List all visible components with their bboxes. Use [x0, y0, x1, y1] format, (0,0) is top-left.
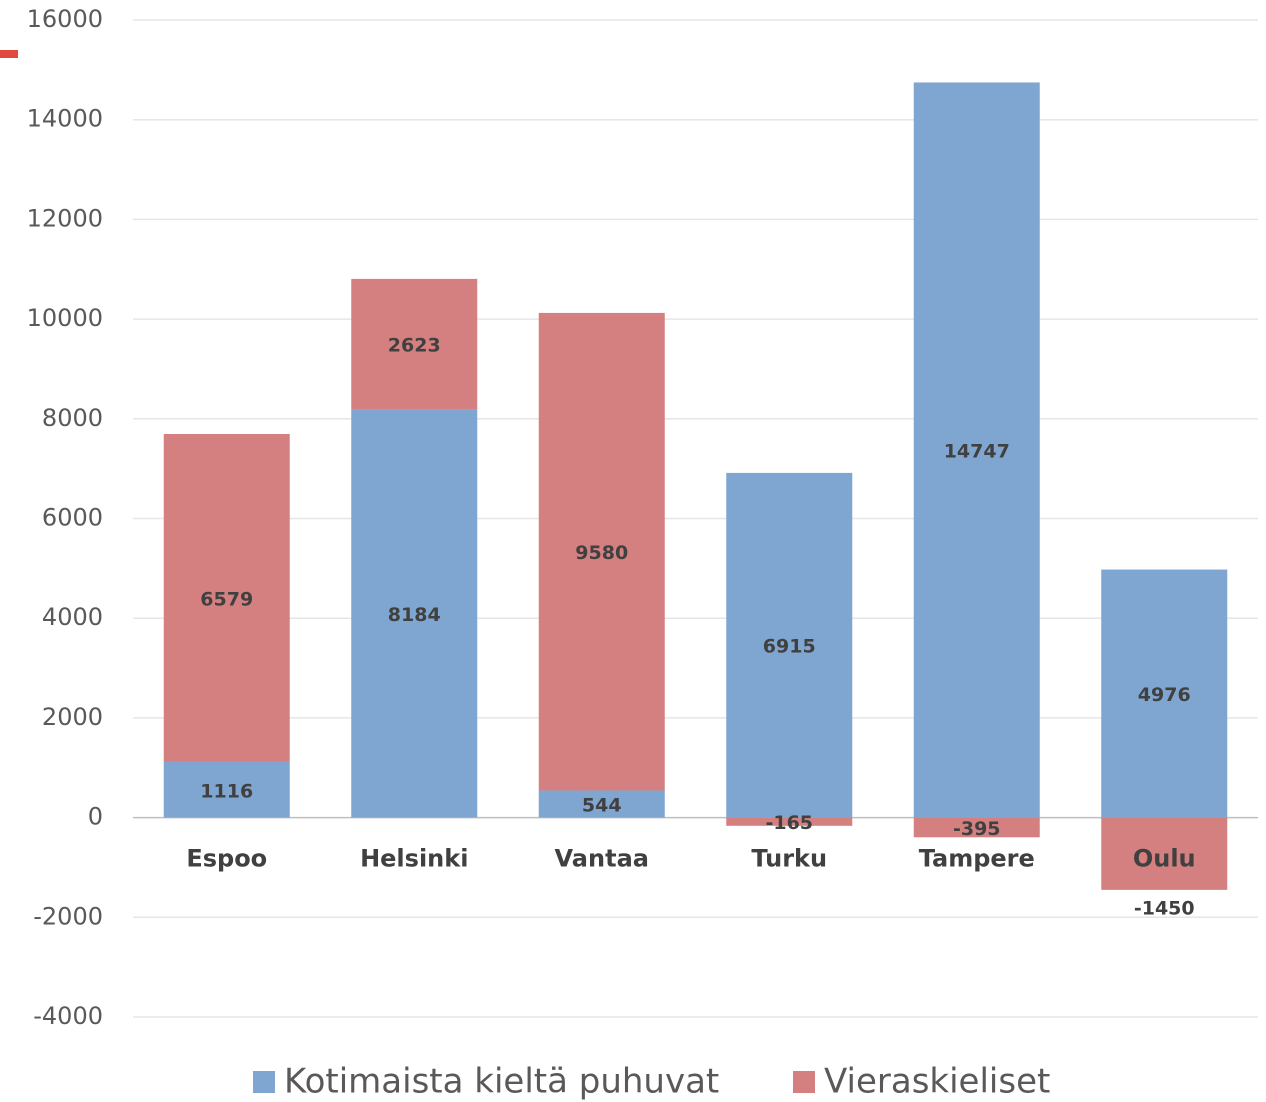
decoration: [0, 50, 18, 58]
data-label: 6915: [763, 636, 816, 658]
data-label: -1450: [1134, 897, 1195, 919]
data-label: 6579: [200, 588, 253, 610]
data-label: 4976: [1138, 684, 1191, 706]
bar-segment: [538, 312, 665, 791]
data-label: 544: [582, 795, 622, 817]
data-label: -395: [953, 818, 1001, 840]
bar-segment: [163, 761, 290, 818]
bar-segment: [913, 817, 1040, 838]
y-tick-label: 14000: [27, 105, 103, 133]
bar-segment: [351, 278, 478, 410]
x-tick-label: Helsinki: [360, 845, 468, 873]
y-tick-label: -4000: [33, 1002, 103, 1030]
legend-swatch: [253, 1071, 275, 1093]
x-tick-label: Espoo: [186, 845, 267, 873]
bar-segment: [351, 409, 478, 818]
bar-segment: [726, 472, 853, 818]
x-tick-label: Oulu: [1133, 845, 1196, 873]
x-tick-label: Tampere: [919, 845, 1035, 873]
y-tick-label: 0: [88, 803, 103, 831]
bar-segment: [913, 82, 1040, 818]
data-label: 14747: [944, 441, 1010, 463]
bar-segment: [163, 434, 290, 762]
y-tick-label: 6000: [42, 504, 103, 532]
x-tick-label: Turku: [751, 845, 827, 873]
legend-label: Vieraskieliset: [824, 1062, 1050, 1102]
data-label: 1116: [200, 780, 253, 802]
data-label: 8184: [388, 604, 441, 626]
bar-segment: [1101, 569, 1228, 818]
y-tick-label: 2000: [42, 703, 103, 731]
y-tick-label: 12000: [27, 204, 103, 232]
data-label: 2623: [388, 335, 441, 357]
bar-segment: [726, 817, 853, 826]
bar-segment: [1101, 817, 1228, 890]
y-tick-label: 16000: [27, 5, 103, 33]
legend-label: Kotimaista kieltä puhuvat: [284, 1062, 719, 1102]
legend-swatch: [793, 1071, 815, 1093]
x-tick-label: Vantaa: [555, 845, 649, 873]
y-tick-label: 10000: [27, 304, 103, 332]
y-tick-label: -2000: [33, 902, 103, 930]
data-label: 9580: [575, 542, 628, 564]
data-label: -165: [765, 812, 813, 834]
y-tick-label: 4000: [42, 603, 103, 631]
bar-segment: [538, 790, 665, 818]
y-tick-label: 8000: [42, 404, 103, 432]
